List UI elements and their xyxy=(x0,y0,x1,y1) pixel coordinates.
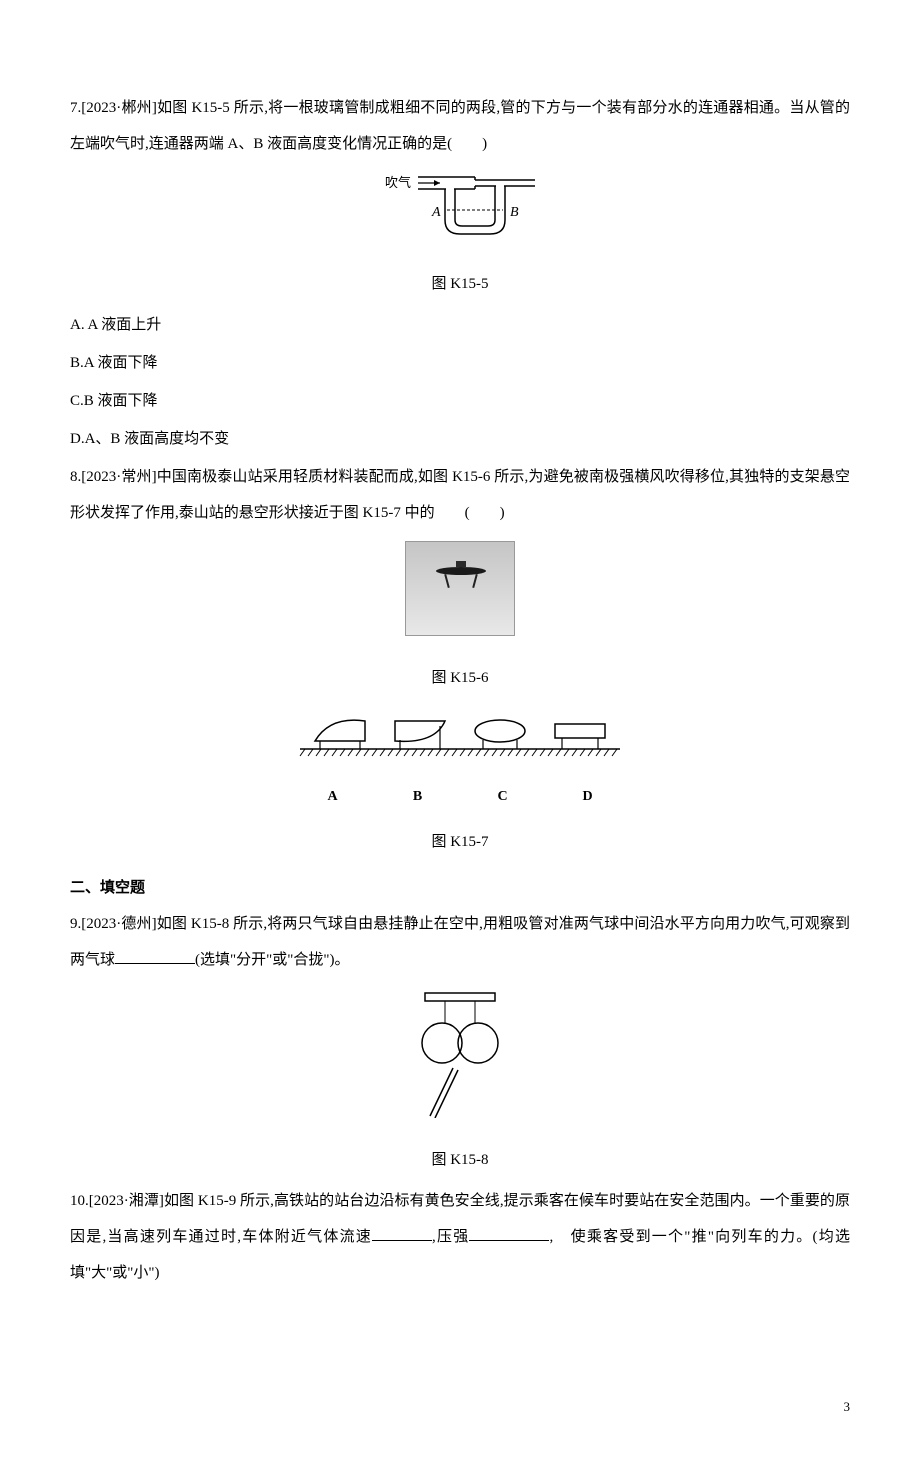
figure-k15-8 xyxy=(70,988,850,1132)
question-9-text: 9.[2023·德州]如图 K15-8 所示,将两只气球自由悬挂静止在空中,用粗… xyxy=(70,906,850,978)
q10-text-p2: ,压强 xyxy=(432,1229,469,1245)
q10-blank-1 xyxy=(372,1223,432,1241)
q9-blank xyxy=(115,946,195,964)
q8-label-b: B xyxy=(383,780,453,814)
blow-label: 吹气 xyxy=(385,175,411,190)
q9-text-after: (选填"分开"或"合拢")。 xyxy=(195,952,349,968)
figure-k15-8-caption: 图 K15-8 xyxy=(70,1142,850,1178)
figure-k15-5: 吹气 A B xyxy=(70,172,850,256)
figure-k15-7: A B C D xyxy=(70,706,850,814)
svg-text:B: B xyxy=(510,205,519,220)
figure-k15-6 xyxy=(70,541,850,650)
figure-k15-5-caption: 图 K15-5 xyxy=(70,266,850,302)
q10-blank-2 xyxy=(469,1223,549,1241)
svg-text:A: A xyxy=(431,205,441,220)
question-10-text: 10.[2023·湘潭]如图 K15-9 所示,高铁站的站台边沿标有黄色安全线,… xyxy=(70,1183,850,1291)
q7-option-c: C.B 液面下降 xyxy=(70,383,850,419)
question-8-text: 8.[2023·常州]中国南极泰山站采用轻质材料装配而成,如图 K15-6 所示… xyxy=(70,459,850,531)
question-7-text: 7.[2023·郴州]如图 K15-5 所示,将一根玻璃管制成粗细不同的两段,管… xyxy=(70,90,850,162)
section-2-header: 二、填空题 xyxy=(70,870,850,906)
page-number: 3 xyxy=(70,1391,850,1422)
q8-label-c: C xyxy=(468,780,538,814)
figure-k15-7-caption: 图 K15-7 xyxy=(70,824,850,860)
q8-label-d: D xyxy=(553,780,623,814)
q7-option-b: B.A 液面下降 xyxy=(70,345,850,381)
taishan-station-photo xyxy=(405,541,515,636)
q8-label-a: A xyxy=(298,780,368,814)
q7-option-d: D.A、B 液面高度均不变 xyxy=(70,421,850,457)
figure-k15-6-caption: 图 K15-6 xyxy=(70,660,850,696)
q7-option-a: A. A 液面上升 xyxy=(70,307,850,343)
